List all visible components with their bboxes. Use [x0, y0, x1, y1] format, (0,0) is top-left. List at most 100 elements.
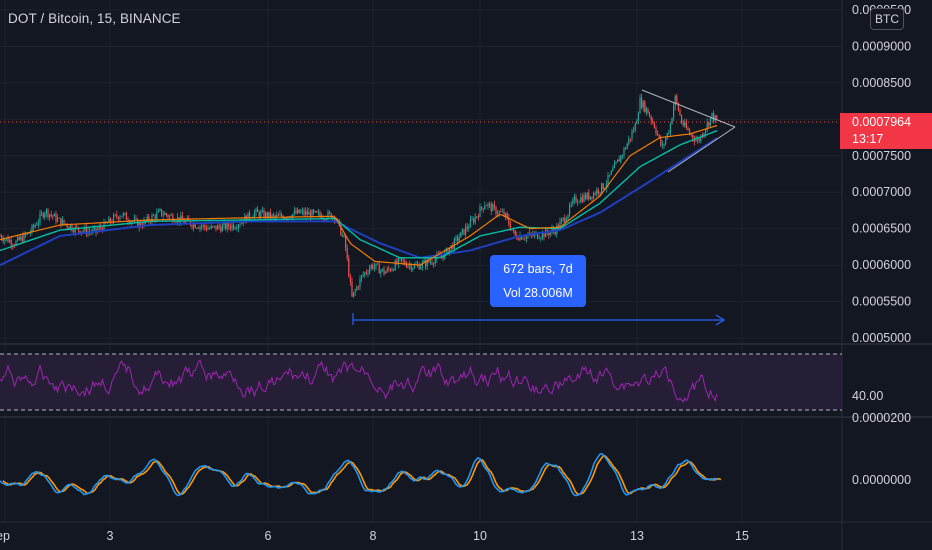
candle-body [33, 225, 35, 228]
candle-body [685, 122, 687, 129]
candle-body [698, 139, 700, 141]
currency-button[interactable]: BTC [870, 8, 904, 30]
candle-body [669, 124, 671, 133]
candle-body [613, 163, 615, 169]
time-tick-label: 13 [630, 529, 644, 543]
candle-body [599, 192, 601, 194]
candle-body [545, 229, 547, 238]
candle-body [213, 225, 215, 227]
candle-body [497, 213, 499, 215]
candle-body [113, 215, 115, 223]
candle-body [172, 215, 174, 222]
candle-body [101, 228, 103, 231]
candle-body [449, 248, 451, 255]
candle-body [466, 226, 468, 229]
price-tick-label: 0.0007500 [852, 149, 911, 163]
candle-body [692, 134, 694, 139]
candle-body [193, 223, 195, 228]
candle-body [663, 144, 665, 145]
candle-body [207, 228, 209, 230]
candle-body [271, 214, 273, 219]
candle-body [645, 108, 647, 113]
candle-body [501, 211, 503, 213]
candle-body [402, 260, 404, 262]
candle-body [129, 221, 131, 224]
candle-body [122, 213, 124, 217]
candle-body [66, 224, 68, 228]
candle-body [221, 225, 223, 232]
candle-body [389, 269, 391, 271]
candle-body [626, 143, 628, 149]
candle-body [484, 205, 486, 210]
candle-body [588, 192, 590, 200]
candle-body [460, 231, 462, 238]
candle-body [73, 230, 75, 233]
candle-body [266, 212, 268, 218]
candle-body [138, 222, 140, 228]
price-tick-label: 0.0007000 [852, 185, 911, 199]
candle-body [276, 215, 278, 218]
candle-body [349, 276, 351, 282]
ema-mid-line [0, 130, 718, 259]
price-tick-label: 0.0009000 [852, 39, 911, 53]
candle-body [18, 237, 20, 240]
candle-body [117, 217, 119, 219]
candle-body [37, 222, 39, 225]
candle-body [301, 210, 303, 212]
candle-body [61, 219, 63, 226]
candle-body [610, 170, 612, 175]
candle-body [29, 232, 31, 234]
candle-body [357, 286, 359, 288]
candle-body [249, 212, 251, 219]
candle-body [317, 212, 319, 213]
candle-body [581, 197, 583, 202]
candle-body [660, 137, 662, 146]
candle-body [210, 226, 212, 229]
candle-body [509, 224, 511, 230]
time-tick-label: 10 [473, 529, 487, 543]
measure-tooltip: 672 bars, 7d Vol 28.006M [490, 255, 586, 307]
measure-bars: 672 bars, 7d [503, 262, 573, 276]
candle-body [316, 211, 318, 213]
candle-body [601, 183, 603, 193]
candle-body [477, 216, 479, 218]
candle-body [687, 128, 689, 131]
candle-body [201, 226, 203, 228]
candle-body [549, 231, 551, 236]
candle-body [524, 238, 526, 240]
candle-body [194, 223, 196, 228]
candle-body [578, 201, 580, 203]
candle-body [284, 217, 286, 220]
candle-body [597, 189, 599, 194]
candle-body [681, 115, 683, 123]
candle-body [329, 212, 331, 214]
candle-body [297, 209, 299, 214]
candle-body [490, 203, 492, 212]
candle-body [474, 217, 476, 223]
candle-body [618, 159, 620, 162]
candle-body [79, 230, 81, 234]
candle-body [282, 216, 284, 220]
candle-body [281, 214, 283, 217]
candle-body [434, 259, 436, 264]
candle-body [493, 204, 495, 207]
candle-body [461, 229, 463, 232]
candle-body [381, 268, 383, 271]
candle-body [300, 211, 302, 213]
candle-body [34, 225, 36, 228]
candle-body [100, 227, 102, 229]
candle-body [327, 212, 329, 219]
candle-body [231, 224, 233, 229]
candle-body [404, 260, 406, 265]
candle-body [397, 258, 399, 265]
candle-body [575, 196, 577, 202]
candle-body [463, 229, 465, 235]
candle-body [378, 264, 380, 274]
candle-body [481, 206, 483, 209]
candle-body [396, 260, 398, 265]
candle-body [196, 227, 198, 229]
candle-body [233, 224, 235, 229]
candle-body [605, 184, 607, 189]
candle-body [458, 237, 460, 242]
